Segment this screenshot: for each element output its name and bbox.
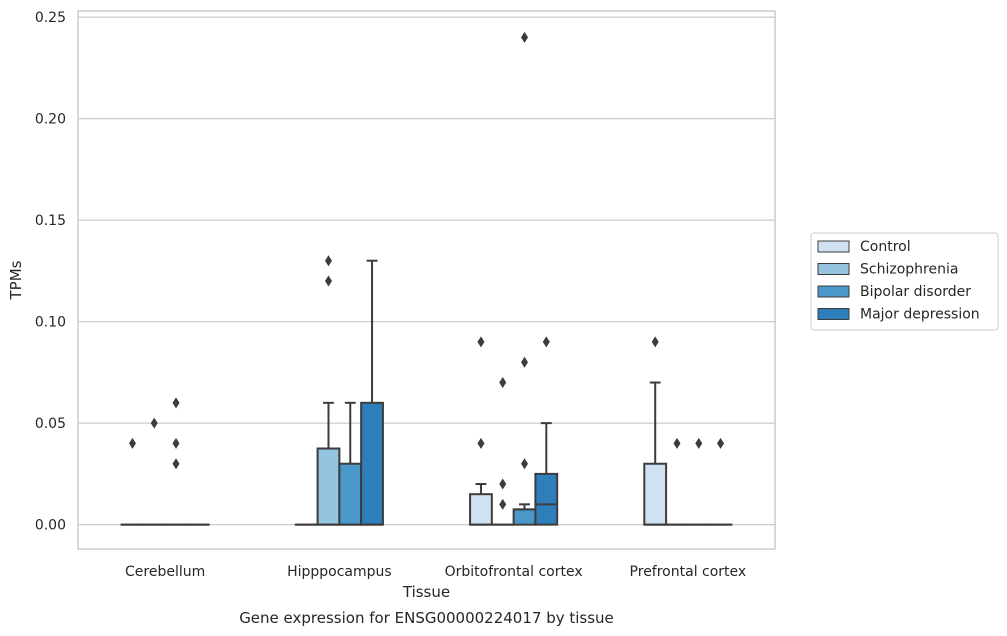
plot-frame [77,10,776,550]
legend-label: Control [860,239,911,255]
box-body [316,447,341,526]
outlier-point [521,31,529,43]
legend-item: Control [817,239,911,255]
box-major-depression [360,259,384,526]
x-tick-label: Prefrontal cortex [630,564,747,580]
box-schizophrenia [316,401,341,526]
legend-swatch [817,285,850,298]
y-tick-label: 0.05 [35,416,66,432]
legend-item: Major depression [817,307,980,323]
outlier-point [150,417,158,429]
figure-caption: Gene expression for ENSG00000224017 by t… [239,609,614,627]
outlier-point [521,458,529,470]
outlier-point [172,397,180,409]
y-axis-label: TPMs [7,260,25,300]
box-control [469,483,493,526]
x-tick-label: Hipppocampus [287,564,392,580]
legend: Control Schizophrenia Bipolar disorder Majo… [810,232,999,331]
box-control [643,381,668,526]
legend-swatch [817,308,850,320]
legend-swatch [817,240,850,253]
x-axis-ticks: Cerebellum Hipppocampus Orbitofrontal cort… [125,564,746,580]
y-tick-label: 0.00 [35,518,66,534]
outlier-point [651,336,659,348]
x-axis-label: Tissue [402,583,450,601]
boxes [120,259,733,526]
outlier-point [477,336,485,348]
outlier-point [673,437,681,449]
box-body [512,508,537,526]
box-body [360,401,384,526]
outlier-point [172,458,180,470]
x-tick-label: Cerebellum [125,564,205,580]
legend-frame [810,232,999,331]
box-bipolar-disorder [512,503,537,526]
legend-swatch [817,263,850,275]
y-tick-label: 0.15 [35,213,66,229]
box-body [469,493,493,526]
outlier-points [128,31,725,510]
outlier-point [521,356,529,368]
y-tick-label: 0.10 [35,315,66,331]
outlier-point [324,255,332,267]
outlier-point [477,437,485,449]
box-body [643,462,668,526]
legend-item: Schizophrenia [817,262,958,278]
outlier-point [542,336,550,348]
outlier-point [499,498,507,510]
y-axis-ticks: 0.00 0.05 0.10 0.15 0.20 0.25 [35,10,66,534]
y-tick-label: 0.20 [35,112,66,128]
legend-label: Schizophrenia [860,262,958,278]
gridlines [78,16,775,526]
outlier-point [172,437,180,449]
outlier-point [717,437,725,449]
legend-label: Bipolar disorder [860,284,971,300]
legend-label: Major depression [860,307,980,323]
box-bipolar-disorder [338,401,363,526]
outlier-point [499,478,507,490]
outlier-point [128,437,136,449]
box-body [534,472,559,526]
outlier-point [499,377,507,389]
x-tick-label: Orbitofrontal cortex [445,564,583,580]
box-major-depression [534,422,559,526]
outlier-point [324,275,332,287]
box-body [338,462,363,526]
outlier-point [695,437,703,449]
legend-item: Bipolar disorder [817,284,971,300]
y-tick-label: 0.25 [35,10,66,26]
